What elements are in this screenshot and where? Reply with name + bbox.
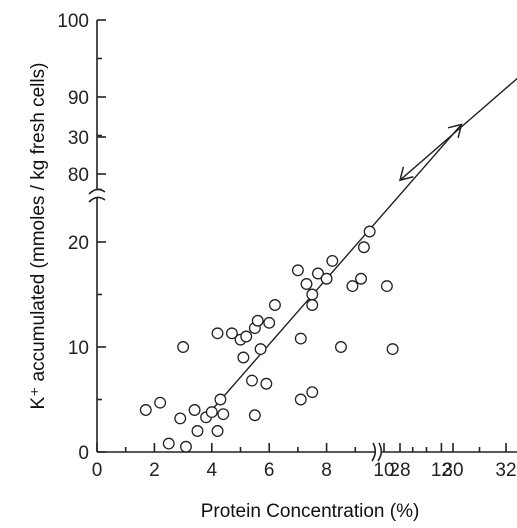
- x-tick-label: 4: [207, 460, 218, 481]
- data-point-open: [346, 280, 359, 293]
- y-tick-label: 90: [68, 88, 89, 109]
- data-point-open: [251, 314, 264, 327]
- data-point-open: [246, 374, 258, 387]
- arrow-head: [447, 123, 463, 138]
- data-point-open: [154, 396, 167, 409]
- data-point-open: [294, 393, 307, 406]
- y-tick-label: 20: [68, 233, 89, 254]
- data-point-open: [312, 267, 324, 280]
- x-tick-label: 6: [264, 460, 275, 481]
- x-axis-title: Protein Concentration (%): [201, 501, 420, 522]
- x-tick-label: 10: [373, 460, 394, 481]
- x-axis-break-mark-left: [371, 442, 377, 462]
- data-point-open: [357, 241, 370, 254]
- data-point-open: [237, 351, 250, 364]
- data-points: [139, 225, 399, 453]
- data-point-open: [294, 332, 307, 345]
- data-point-open: [380, 280, 393, 293]
- x-tick-label: 2: [149, 460, 160, 481]
- data-point-open: [306, 299, 319, 311]
- y-tick-label: 100: [57, 11, 89, 32]
- data-point-open: [320, 272, 333, 285]
- x-tick-label: 0: [92, 460, 103, 481]
- arrow-head: [398, 166, 414, 182]
- x-tick-label: 32: [495, 460, 516, 481]
- x-axis-break-mark-right: [377, 442, 383, 462]
- x-tick-label: 30: [442, 460, 463, 481]
- y-tick-label: 0: [78, 443, 89, 464]
- data-point-open: [139, 404, 152, 416]
- data-point-open: [205, 406, 218, 419]
- data-point-open: [188, 404, 201, 416]
- x-tick-label: 12: [431, 460, 452, 481]
- data-point-open: [180, 440, 192, 453]
- data-point-open: [248, 409, 261, 422]
- data-point-open: [355, 272, 367, 285]
- data-point-open: [291, 264, 304, 277]
- y-tick-label: 10: [68, 338, 89, 359]
- data-point-open: [260, 377, 273, 390]
- data-point-open: [335, 341, 347, 353]
- data-point-open: [177, 341, 190, 353]
- data-point-open: [254, 343, 267, 356]
- y-tick-label: 80: [68, 165, 89, 186]
- data-point-open: [217, 408, 230, 421]
- y-tick-label: 30: [68, 128, 89, 149]
- data-point-open: [174, 412, 187, 425]
- data-point-open: [263, 316, 276, 329]
- regression-line-upper: [399, 77, 517, 181]
- data-point-open: [214, 393, 227, 406]
- data-point-open: [306, 288, 319, 301]
- data-point-open: [211, 425, 224, 437]
- data-point-open: [300, 278, 313, 290]
- data-point-open: [306, 386, 319, 399]
- data-point-open: [268, 299, 281, 311]
- data-point-open: [240, 330, 253, 343]
- data-point-open: [162, 437, 175, 450]
- regression-line-lower: [211, 123, 463, 411]
- data-point-open: [326, 254, 339, 267]
- y-axis-title: K⁺ accumulated (mmoles / kg fresh cells): [28, 63, 49, 410]
- y-axis-break-mark-lower: [88, 196, 106, 203]
- data-point-open: [225, 327, 238, 340]
- data-point-open: [386, 343, 399, 356]
- x-tick-label: 8: [321, 460, 332, 481]
- tick-labels: 010203080901000246810122830323436: [57, 11, 516, 481]
- x-tick-label: 28: [389, 460, 410, 481]
- data-point-open: [191, 425, 204, 437]
- data-point-open: [363, 225, 376, 238]
- data-point-open: [211, 327, 224, 340]
- regression-line-group: [211, 77, 517, 411]
